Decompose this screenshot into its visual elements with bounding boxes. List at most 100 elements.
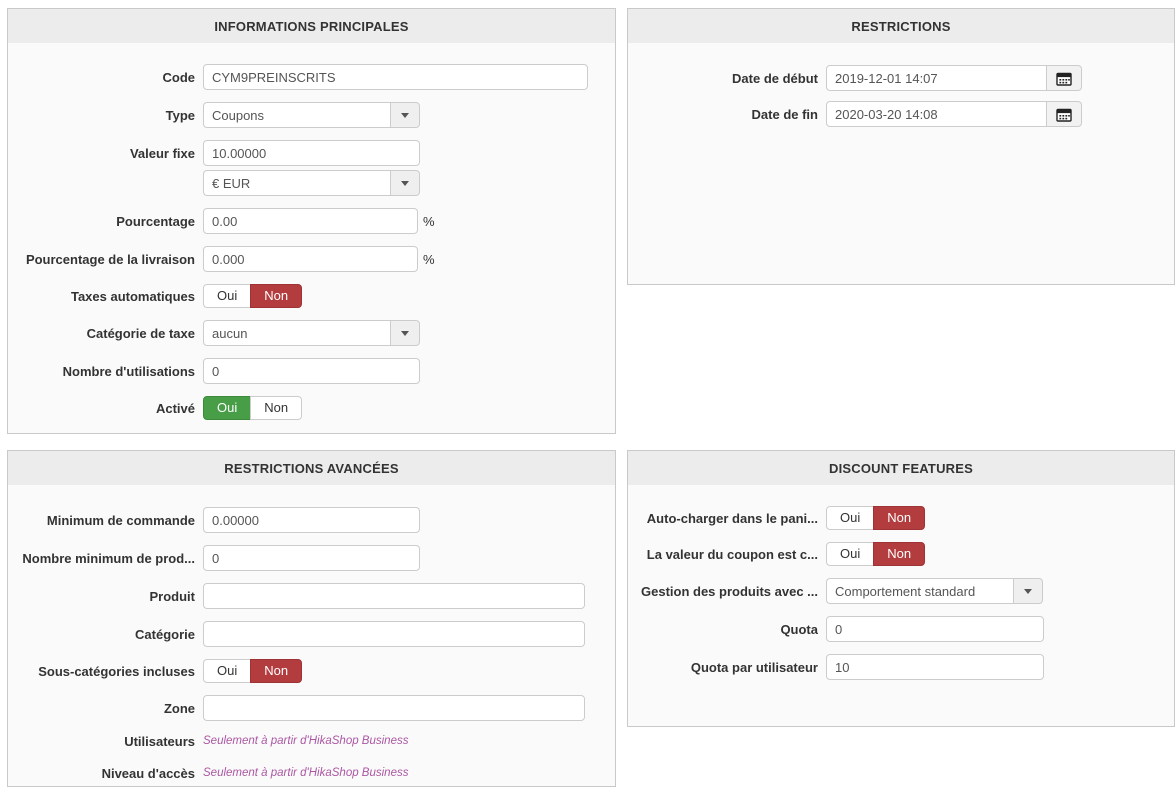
quota-label: Quota bbox=[780, 621, 818, 637]
panel-informations-principales: INFORMATIONS PRINCIPALES Code Type Coupo… bbox=[7, 8, 616, 434]
pourcentage-label: Pourcentage bbox=[116, 213, 195, 229]
currency-select[interactable]: € EUR bbox=[203, 170, 420, 196]
date-debut-calendar-button[interactable] bbox=[1046, 65, 1082, 91]
categorie-label: Catégorie bbox=[135, 626, 195, 642]
field-row-pourcentage: Pourcentage % bbox=[8, 208, 615, 234]
valeur-coupon-toggle: Oui Non bbox=[826, 542, 926, 566]
utilisateurs-label: Utilisateurs bbox=[124, 733, 195, 749]
field-row-date-fin: Date de fin bbox=[628, 101, 1174, 127]
active-non-button[interactable]: Non bbox=[250, 396, 303, 420]
taxes-auto-oui-button[interactable]: Oui bbox=[203, 284, 252, 308]
panel-discount-features: DISCOUNT FEATURES Auto-charger dans le p… bbox=[627, 450, 1175, 727]
chevron-down-icon bbox=[1024, 588, 1032, 594]
field-row-quota-utilisateur: Quota par utilisateur bbox=[628, 654, 1174, 680]
auto-charger-non-button[interactable]: Non bbox=[873, 506, 926, 530]
valeur-fixe-label: Valeur fixe bbox=[129, 145, 195, 161]
categorie-taxe-select-button[interactable] bbox=[390, 320, 420, 346]
categorie-taxe-label: Catégorie de taxe bbox=[86, 325, 195, 341]
percent-suffix: % bbox=[423, 251, 435, 267]
sous-categories-toggle: Oui Non bbox=[203, 659, 303, 683]
pourcentage-input[interactable] bbox=[203, 208, 418, 234]
quota-input[interactable] bbox=[826, 616, 1044, 642]
field-row-valeur-coupon: La valeur du coupon est c... Oui Non bbox=[628, 542, 1174, 566]
type-select-button[interactable] bbox=[390, 102, 420, 128]
quota-utilisateur-input[interactable] bbox=[826, 654, 1044, 680]
field-row-sous-categories: Sous-catégories incluses Oui Non bbox=[8, 659, 615, 683]
currency-select-button[interactable] bbox=[390, 170, 420, 196]
field-row-categorie: Catégorie bbox=[8, 621, 615, 647]
field-row-valeur-fixe: Valeur fixe bbox=[8, 140, 615, 166]
field-row-quota: Quota bbox=[628, 616, 1174, 642]
sous-categories-label: Sous-catégories incluses bbox=[38, 663, 195, 679]
type-select-value: Coupons bbox=[203, 102, 390, 128]
field-row-utilisateurs: Utilisateurs Seulement à partir d'HikaSh… bbox=[8, 733, 615, 749]
field-row-gestion-produits: Gestion des produits avec ... Comporteme… bbox=[628, 578, 1174, 604]
type-select[interactable]: Coupons bbox=[203, 102, 420, 128]
auto-charger-toggle: Oui Non bbox=[826, 506, 926, 530]
valeur-coupon-oui-button[interactable]: Oui bbox=[826, 542, 875, 566]
panel-title: RESTRICTIONS bbox=[628, 9, 1174, 43]
field-row-pourcentage-livraison: Pourcentage de la livraison % bbox=[8, 246, 615, 272]
code-input[interactable] bbox=[203, 64, 588, 90]
taxes-auto-label: Taxes automatiques bbox=[70, 288, 195, 304]
active-oui-button[interactable]: Oui bbox=[203, 396, 252, 420]
currency-select-value: € EUR bbox=[203, 170, 390, 196]
gestion-produits-label: Gestion des produits avec ... bbox=[641, 583, 818, 599]
field-row-auto-charger: Auto-charger dans le pani... Oui Non bbox=[628, 506, 1174, 530]
sous-categories-oui-button[interactable]: Oui bbox=[203, 659, 252, 683]
field-row-niveau-acces: Niveau d'accès Seulement à partir d'Hika… bbox=[8, 765, 615, 781]
produit-input[interactable] bbox=[203, 583, 585, 609]
percent-suffix: % bbox=[423, 213, 435, 229]
gestion-produits-select[interactable]: Comportement standard bbox=[826, 578, 1043, 604]
valeur-coupon-label: La valeur du coupon est c... bbox=[646, 546, 818, 562]
min-produits-label: Nombre minimum de prod... bbox=[22, 550, 195, 566]
min-commande-input[interactable] bbox=[203, 507, 420, 533]
code-label: Code bbox=[162, 69, 196, 85]
active-toggle: Oui Non bbox=[203, 396, 303, 420]
categorie-input[interactable] bbox=[203, 621, 585, 647]
date-fin-group bbox=[826, 101, 1082, 127]
categorie-taxe-select[interactable]: aucun bbox=[203, 320, 420, 346]
calendar-icon bbox=[1056, 108, 1072, 122]
date-debut-input[interactable] bbox=[826, 65, 1047, 91]
taxes-auto-non-button[interactable]: Non bbox=[250, 284, 303, 308]
date-fin-input[interactable] bbox=[826, 101, 1047, 127]
field-row-code: Code bbox=[8, 64, 615, 90]
calendar-icon bbox=[1056, 72, 1072, 86]
sous-categories-non-button[interactable]: Non bbox=[250, 659, 303, 683]
field-row-produit: Produit bbox=[8, 583, 615, 609]
valeur-coupon-non-button[interactable]: Non bbox=[873, 542, 926, 566]
zone-label: Zone bbox=[163, 700, 195, 716]
field-row-min-commande: Minimum de commande bbox=[8, 507, 615, 533]
field-row-zone: Zone bbox=[8, 695, 615, 721]
panel-title: DISCOUNT FEATURES bbox=[628, 451, 1174, 485]
field-row-date-debut: Date de début bbox=[628, 65, 1174, 91]
panel-title: RESTRICTIONS AVANCÉES bbox=[8, 451, 615, 485]
quota-utilisateur-label: Quota par utilisateur bbox=[690, 659, 818, 675]
panel-restrictions-avancees: RESTRICTIONS AVANCÉES Minimum de command… bbox=[7, 450, 616, 787]
auto-charger-oui-button[interactable]: Oui bbox=[826, 506, 875, 530]
produit-label: Produit bbox=[149, 588, 196, 604]
date-fin-calendar-button[interactable] bbox=[1046, 101, 1082, 127]
pourcentage-livraison-input[interactable] bbox=[203, 246, 418, 272]
pourcentage-livraison-label: Pourcentage de la livraison bbox=[25, 251, 195, 267]
auto-charger-label: Auto-charger dans le pani... bbox=[646, 510, 818, 526]
panel-title: INFORMATIONS PRINCIPALES bbox=[8, 9, 615, 43]
type-label: Type bbox=[165, 107, 195, 123]
field-row-categorie-taxe: Catégorie de taxe aucun bbox=[8, 320, 615, 346]
active-label: Activé bbox=[155, 400, 195, 416]
nombre-utilisations-input[interactable] bbox=[203, 358, 420, 384]
zone-input[interactable] bbox=[203, 695, 585, 721]
taxes-auto-toggle: Oui Non bbox=[203, 284, 303, 308]
chevron-down-icon bbox=[401, 330, 409, 336]
field-row-active: Activé Oui Non bbox=[8, 396, 615, 420]
field-row-currency: € EUR bbox=[8, 170, 615, 196]
valeur-fixe-input[interactable] bbox=[203, 140, 420, 166]
gestion-produits-select-value: Comportement standard bbox=[826, 578, 1013, 604]
business-only-note: Seulement à partir d'HikaShop Business bbox=[203, 735, 409, 747]
date-fin-label: Date de fin bbox=[751, 106, 818, 122]
gestion-produits-select-button[interactable] bbox=[1013, 578, 1043, 604]
field-row-min-produits: Nombre minimum de prod... bbox=[8, 545, 615, 571]
min-produits-input[interactable] bbox=[203, 545, 420, 571]
